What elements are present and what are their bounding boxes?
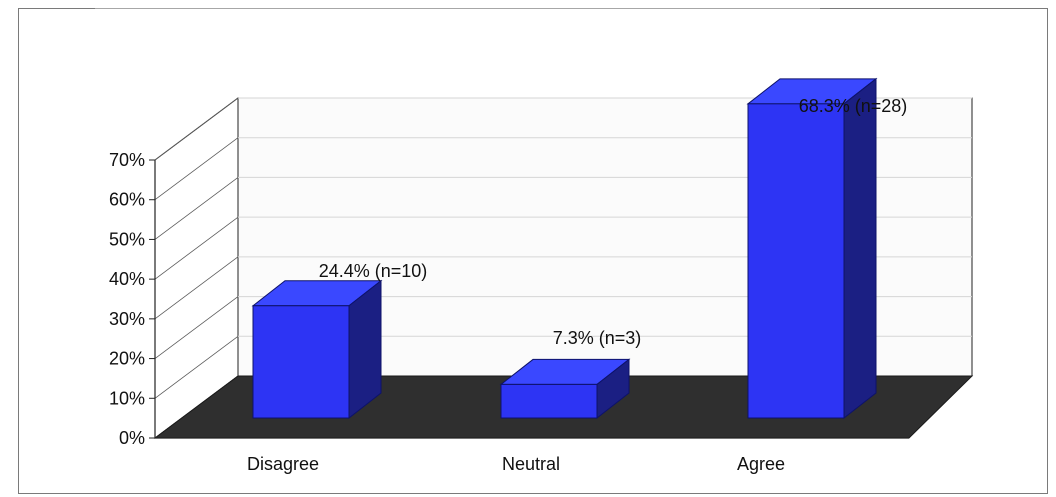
bar-front — [747, 103, 845, 419]
grid-side-line — [154, 335, 239, 399]
bars — [251, 77, 878, 420]
bar-front — [500, 383, 598, 419]
labels: 24.4% (n=10) Disagree 7.3% (n=3) Neutral 68.… — [247, 96, 907, 474]
y-tick-label: 20% — [109, 349, 145, 369]
x-tick-label: Agree — [737, 454, 785, 474]
grid-side-line — [154, 216, 239, 280]
grid-side-line — [154, 256, 239, 320]
grid-side-line — [154, 97, 239, 161]
y-tick-label: 40% — [109, 269, 145, 289]
grid-side-line — [154, 177, 239, 240]
bar-value-label: 7.3% (n=3) — [553, 328, 642, 348]
bar-value-label: 24.4% (n=10) — [319, 261, 428, 281]
grid-side-line — [154, 296, 239, 359]
top-rule — [95, 8, 820, 9]
y-tick-label: 10% — [109, 388, 145, 408]
axes: 0% 10% 20% 30% 40% 50% 60% 70% — [109, 150, 909, 448]
x-tick-label: Neutral — [502, 454, 560, 474]
y-tick-label: 0% — [119, 428, 145, 448]
bar-side — [843, 77, 877, 420]
y-tick-label: 50% — [109, 229, 145, 249]
y-tick-label: 30% — [109, 309, 145, 329]
x-tick-label: Disagree — [247, 454, 319, 474]
y-tick-label: 60% — [109, 190, 145, 210]
y-tick-label: 70% — [109, 150, 145, 170]
bar-value-label: 68.3% (n=28) — [799, 96, 908, 116]
grid-side-line — [154, 137, 239, 201]
bar-front — [252, 305, 350, 419]
